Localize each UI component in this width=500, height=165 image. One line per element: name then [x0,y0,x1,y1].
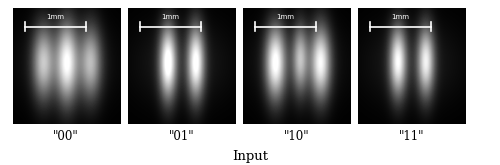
Text: 1mm: 1mm [162,14,180,20]
Text: 1mm: 1mm [392,14,409,20]
Text: "01": "01" [168,130,194,143]
Text: 1mm: 1mm [46,14,64,20]
Text: Input: Input [232,150,268,163]
Text: "11": "11" [398,130,424,143]
Text: "10": "10" [284,130,309,143]
Text: 1mm: 1mm [276,14,294,20]
Text: "00": "00" [54,130,79,143]
